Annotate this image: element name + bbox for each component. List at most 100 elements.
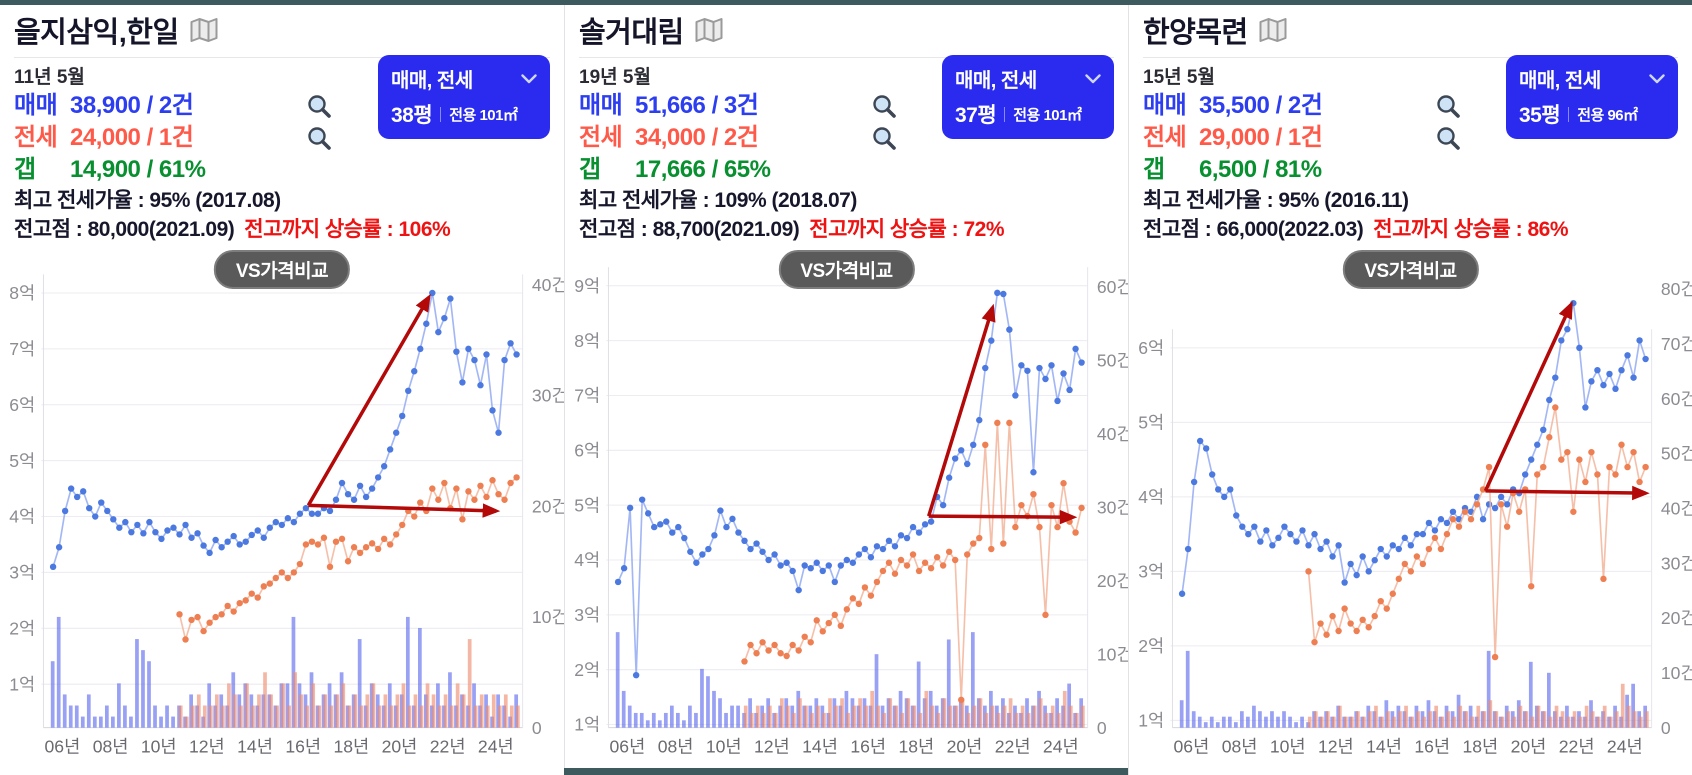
sale-label: 매매 <box>1143 92 1187 119</box>
svg-text:06년: 06년 <box>610 736 646 756</box>
sale-value: 38,900 / 2건 <box>70 92 194 119</box>
select-pyeong: 38평 <box>391 104 433 127</box>
sale-row: 매매 51,666 / 3건 <box>579 90 1114 122</box>
title-row: 을지삼익,한일 <box>14 9 550 58</box>
svg-text:3억: 3억 <box>9 563 35 583</box>
gap-row: 갭 6,500 / 81% <box>1143 154 1678 186</box>
svg-text:50건: 50건 <box>1097 350 1129 370</box>
top-bar <box>0 0 1692 5</box>
svg-text:4억: 4억 <box>1138 487 1164 507</box>
gap-value: 17,666 / 65% <box>635 156 771 183</box>
panel-title[interactable]: 솔거대림 <box>579 17 684 49</box>
svg-text:30건: 30건 <box>1661 553 1692 573</box>
sale-magnifier-icon[interactable] <box>871 93 898 129</box>
title-row: 한양목련 <box>1143 9 1678 58</box>
gap-label: 갭 <box>579 156 601 183</box>
svg-text:10년: 10년 <box>706 736 742 756</box>
svg-text:6억: 6억 <box>574 441 600 461</box>
panel-title[interactable]: 한양목련 <box>1143 17 1248 49</box>
svg-text:7억: 7억 <box>9 339 35 359</box>
sale-magnifier-icon[interactable] <box>1435 93 1462 129</box>
svg-text:40건: 40건 <box>1097 424 1129 444</box>
jeonse-magnifier-icon[interactable] <box>1435 125 1462 161</box>
vs-compare-badge[interactable]: VS가격비교 <box>1342 250 1479 289</box>
price-volume-chart: 1억 2억 3억 4억 5억 6억 7억 8억 9억 0 10건 20건 30건 40건 50건 60건 06년… <box>574 267 1129 756</box>
select-type-label: 매매, 전세 <box>955 70 1037 92</box>
svg-text:20년: 20년 <box>382 736 418 756</box>
svg-text:18년: 18년 <box>1462 736 1498 756</box>
jeonse-label: 전세 <box>1143 124 1187 151</box>
select-area: 전용 96㎡ <box>1577 106 1638 124</box>
base-date: 11년 5월 <box>14 67 85 88</box>
peak-line: 전고점 : 66,000(2022.03) 전고까지 상승률 : 86% <box>1143 215 1678 245</box>
max-jeonse-ratio: 최고 전세가율 : 109% (2018.07) <box>579 189 857 212</box>
svg-text:5억: 5억 <box>574 495 600 515</box>
svg-text:9억: 9억 <box>574 276 600 296</box>
svg-text:0: 0 <box>1661 718 1671 738</box>
svg-text:20건: 20건 <box>1097 571 1129 591</box>
building-panel: 을지삼익,한일 11년 5월 매매 38,900 / 2건 <box>0 0 564 775</box>
chevron-down-icon <box>521 67 537 90</box>
svg-text:18년: 18년 <box>898 736 934 756</box>
panel-info: 15년 5월 매매 35,500 / 2건 전세 29,000 / 1건 <box>1143 58 1678 245</box>
sale-magnifier-icon[interactable] <box>306 93 333 129</box>
vs-compare-badge[interactable]: VS가격비교 <box>213 250 351 289</box>
svg-text:2억: 2억 <box>9 619 35 639</box>
svg-text:08년: 08년 <box>93 736 129 756</box>
building-panel: 솔거대림 19년 5월 매매 51,666 / 3건 <box>564 0 1129 775</box>
select-type-label: 매매, 전세 <box>1519 70 1601 92</box>
rise-to-peak: 전고까지 상승률 : 86% <box>1373 218 1569 241</box>
gap-row: 갭 17,666 / 65% <box>579 154 1114 186</box>
svg-text:1억: 1억 <box>1138 711 1164 731</box>
svg-text:06년: 06년 <box>45 736 81 756</box>
peak-line: 전고점 : 80,000(2021.09) 전고까지 상승률 : 106% <box>14 215 550 245</box>
jeonse-label: 전세 <box>579 124 623 151</box>
select-divider <box>1004 106 1006 122</box>
svg-text:16년: 16년 <box>285 736 321 756</box>
panel-info: 11년 5월 매매 38,900 / 2건 전세 24,000 / 1건 <box>14 58 550 245</box>
svg-text:14년: 14년 <box>802 736 838 756</box>
map-icon[interactable] <box>694 17 724 43</box>
svg-text:60건: 60건 <box>1097 277 1129 297</box>
gap-value: 14,900 / 61% <box>70 156 206 183</box>
jeonse-row: 전세 24,000 / 1건 <box>14 122 550 154</box>
bottom-bar <box>564 768 1128 775</box>
svg-text:24년: 24년 <box>478 736 514 756</box>
svg-text:06년: 06년 <box>1174 736 1210 756</box>
svg-text:12년: 12년 <box>1318 736 1354 756</box>
sale-value: 35,500 / 2건 <box>1199 92 1323 119</box>
jeonse-magnifier-icon[interactable] <box>306 125 333 161</box>
select-area: 전용 101㎡ <box>449 106 518 124</box>
svg-text:5억: 5억 <box>9 451 35 471</box>
svg-text:6억: 6억 <box>1138 338 1164 358</box>
gap-row: 갭 14,900 / 61% <box>14 154 550 186</box>
jeonse-row: 전세 29,000 / 1건 <box>1143 122 1678 154</box>
max-jeonse-ratio: 최고 전세가율 : 95% (2016.11) <box>1143 189 1409 212</box>
panel-info: 19년 5월 매매 51,666 / 3건 전세 34,000 / 2건 <box>579 58 1114 245</box>
svg-text:3억: 3억 <box>574 605 600 625</box>
panel-header: 한양목련 15년 5월 매매 35,500 / 2건 <box>1129 0 1692 256</box>
vs-compare-badge[interactable]: VS가격비교 <box>778 250 915 289</box>
type-size-select[interactable]: 매매, 전세 35평 전용 96㎡ <box>1506 55 1678 139</box>
svg-text:30건: 30건 <box>1097 497 1129 517</box>
sale-value: 51,666 / 3건 <box>635 92 759 119</box>
svg-text:6억: 6억 <box>9 395 35 415</box>
svg-text:4억: 4억 <box>574 550 600 570</box>
svg-text:10년: 10년 <box>141 736 177 756</box>
type-size-select[interactable]: 매매, 전세 38평 전용 101㎡ <box>378 55 550 139</box>
title-row: 솔거대림 <box>579 9 1114 58</box>
base-date: 15년 5월 <box>1143 67 1215 88</box>
svg-text:20년: 20년 <box>1511 736 1547 756</box>
svg-text:14년: 14년 <box>237 736 273 756</box>
type-size-select[interactable]: 매매, 전세 37평 전용 101㎡ <box>942 55 1114 139</box>
svg-text:08년: 08년 <box>658 736 694 756</box>
sale-label: 매매 <box>14 92 58 119</box>
map-icon[interactable] <box>1258 17 1288 43</box>
jeonse-magnifier-icon[interactable] <box>871 125 898 161</box>
select-divider <box>440 106 442 122</box>
svg-text:18년: 18년 <box>333 736 369 756</box>
map-icon[interactable] <box>189 17 219 43</box>
gap-label: 갭 <box>14 156 36 183</box>
panel-title[interactable]: 을지삼익,한일 <box>14 17 179 49</box>
